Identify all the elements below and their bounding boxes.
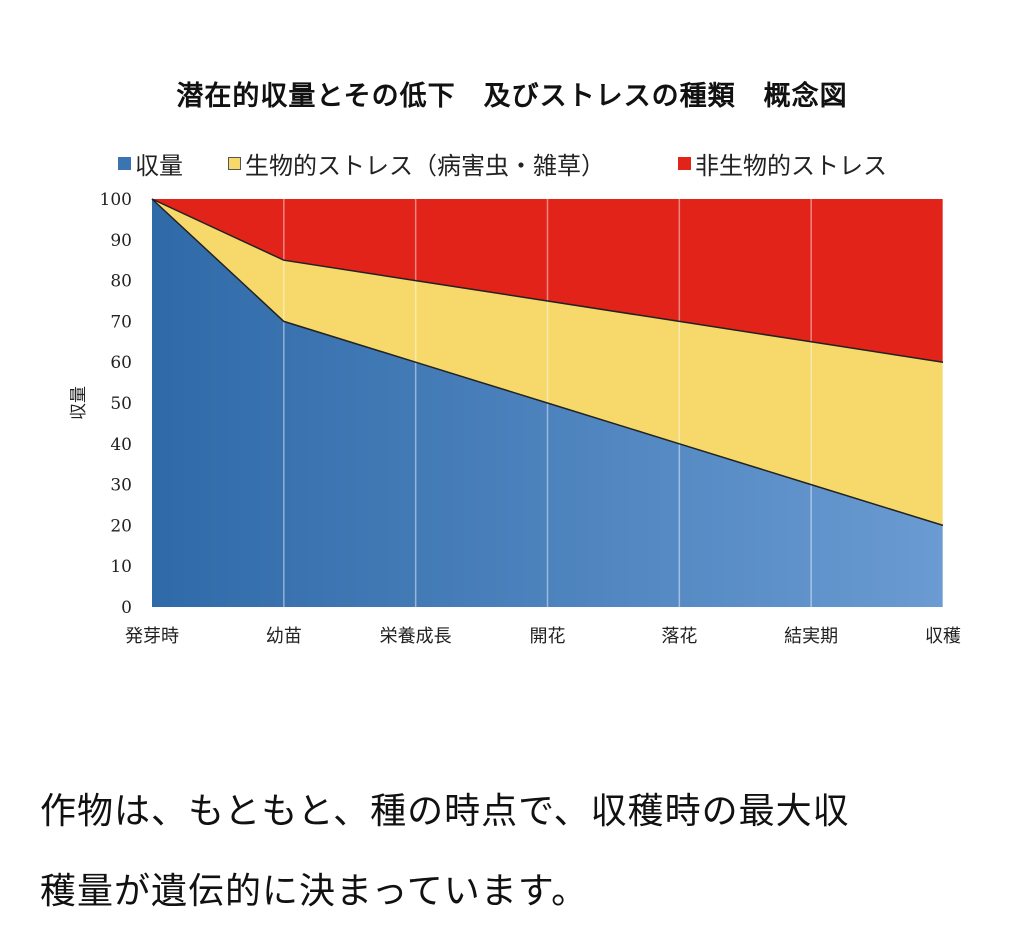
y-tick-label: 0	[121, 598, 132, 618]
legend-label: 生物的ストレス（病害虫・雑草）	[245, 152, 605, 180]
y-tick-label: 20	[110, 516, 132, 536]
area-series-1	[152, 199, 943, 526]
legend-label: 収量	[135, 152, 183, 180]
y-tick-label: 60	[110, 353, 132, 373]
x-tick-label: 発芽時	[125, 626, 179, 647]
legend-swatch	[678, 157, 691, 170]
chart-title: 潜在的収量とその低下 及びストレスの種類 概念図	[176, 81, 848, 112]
y-tick-label: 100	[100, 190, 132, 210]
body-text-line-2: 穫量が遺伝的に決まっています。	[40, 871, 589, 912]
x-tick-label: 落花	[661, 626, 697, 647]
y-tick-label: 50	[110, 394, 132, 414]
legend-swatch	[228, 157, 241, 170]
y-tick-label: 80	[110, 272, 132, 292]
body-text-line-1: 作物は、もともと、種の時点で、収穫時の最大収	[40, 791, 850, 832]
x-tick-label: 栄養成長	[380, 626, 452, 647]
y-tick-label: 30	[110, 476, 132, 496]
y-tick-label: 70	[110, 312, 132, 332]
x-tick-label: 収穫	[925, 626, 961, 647]
legend-label: 非生物的ストレス	[695, 152, 887, 180]
y-tick-label: 40	[110, 435, 132, 455]
y-axis-label: 収量	[69, 386, 89, 420]
legend-swatch	[118, 157, 131, 170]
series-boundary-line	[151, 198, 944, 363]
legend-item-biotic: 生物的ストレス（病害虫・雑草）	[228, 146, 605, 181]
x-tick-label: 幼苗	[266, 626, 302, 647]
area-series-2	[152, 199, 943, 363]
x-tick-label: 開花	[530, 626, 566, 647]
stacked-area-chart: 0 10 20 30 40 50 60 70 80 90 100 発芽時 幼苗 栄養成長 開花 落花 結実期 収…	[69, 190, 961, 647]
x-tick-label: 結実期	[784, 626, 838, 647]
y-tick-label: 90	[110, 231, 132, 251]
legend-item-yield: 収量	[118, 146, 183, 181]
series-boundary-line	[151, 198, 944, 527]
y-tick-label: 10	[110, 557, 132, 577]
legend-item-abiotic: 非生物的ストレス	[678, 146, 887, 181]
